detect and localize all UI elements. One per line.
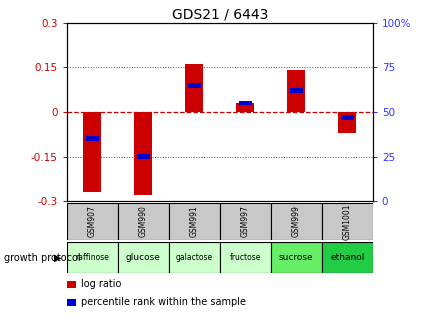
Bar (287, 70, 304, 112)
Text: sucrose: sucrose (278, 253, 313, 262)
Bar (83, 112, 101, 192)
Bar (270, 203, 321, 240)
Bar (236, 103, 254, 112)
Bar (86, 136, 99, 141)
Bar (338, 112, 356, 133)
Bar (270, 242, 321, 273)
Bar (321, 242, 372, 273)
Bar (340, 115, 353, 120)
Bar (67, 242, 117, 273)
Text: ethanol: ethanol (329, 253, 364, 262)
Text: GSM1001: GSM1001 (342, 203, 351, 240)
Bar (219, 203, 270, 240)
Bar (136, 154, 150, 159)
Bar (321, 203, 372, 240)
Text: log ratio: log ratio (80, 280, 121, 289)
Bar (117, 242, 169, 273)
Text: glucose: glucose (126, 253, 160, 262)
Text: galactose: galactose (175, 253, 212, 262)
Bar (67, 203, 117, 240)
Text: GSM907: GSM907 (88, 206, 97, 237)
Text: GSM999: GSM999 (291, 206, 300, 237)
Bar (219, 242, 270, 273)
Bar (134, 112, 152, 195)
Text: GSM997: GSM997 (240, 206, 249, 237)
Text: ▶: ▶ (54, 252, 61, 263)
Bar (169, 203, 219, 240)
Text: GSM991: GSM991 (189, 206, 198, 237)
Text: GSM990: GSM990 (138, 206, 147, 237)
Bar (289, 88, 302, 93)
Bar (187, 83, 200, 88)
Text: percentile rank within the sample: percentile rank within the sample (80, 298, 245, 307)
Bar (117, 203, 169, 240)
Text: fructose: fructose (229, 253, 261, 262)
Bar (185, 64, 203, 112)
Text: growth protocol: growth protocol (4, 252, 81, 263)
Bar (238, 101, 252, 106)
Bar (169, 242, 219, 273)
Title: GDS21 / 6443: GDS21 / 6443 (171, 8, 267, 22)
Text: raffinose: raffinose (75, 253, 109, 262)
